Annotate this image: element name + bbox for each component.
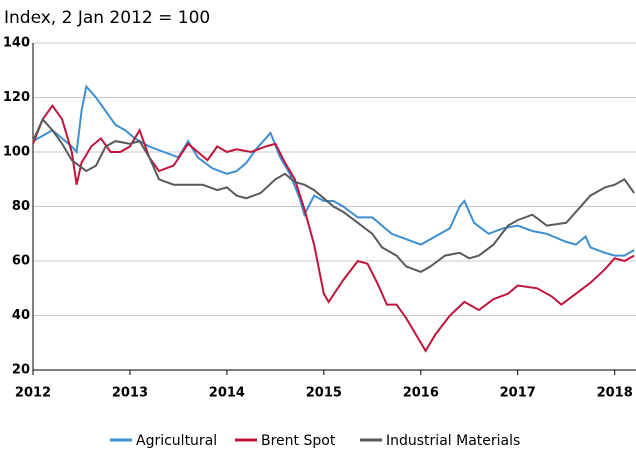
legend-label: Brent Spot bbox=[261, 433, 336, 449]
line-series bbox=[32, 103, 635, 353]
y-tick-label: 40 bbox=[12, 308, 30, 323]
legend-label: Industrial Materials bbox=[386, 433, 520, 449]
x-tick-label: 2013 bbox=[112, 386, 148, 401]
x-tick-label: 2015 bbox=[306, 386, 342, 401]
y-tick-label: 20 bbox=[12, 363, 30, 378]
x-tick-label: 2012 bbox=[15, 386, 51, 401]
x-tick-label: 2014 bbox=[209, 386, 245, 401]
y-tick-label: 60 bbox=[12, 254, 30, 269]
line-series bbox=[32, 84, 635, 257]
y-tick-label: 140 bbox=[3, 36, 30, 51]
y-tick-label: 100 bbox=[3, 145, 30, 160]
x-tick-label: 2018 bbox=[597, 386, 633, 401]
legend-label: Agricultural bbox=[136, 433, 217, 449]
y-tick-label: 120 bbox=[3, 90, 30, 105]
x-tick-label: 2016 bbox=[403, 386, 439, 401]
y-tick-label: 80 bbox=[12, 199, 30, 214]
line-series bbox=[32, 117, 635, 274]
chart-title: Index, 2 Jan 2012 = 100 bbox=[4, 8, 210, 28]
x-tick-label: 2017 bbox=[500, 386, 536, 401]
